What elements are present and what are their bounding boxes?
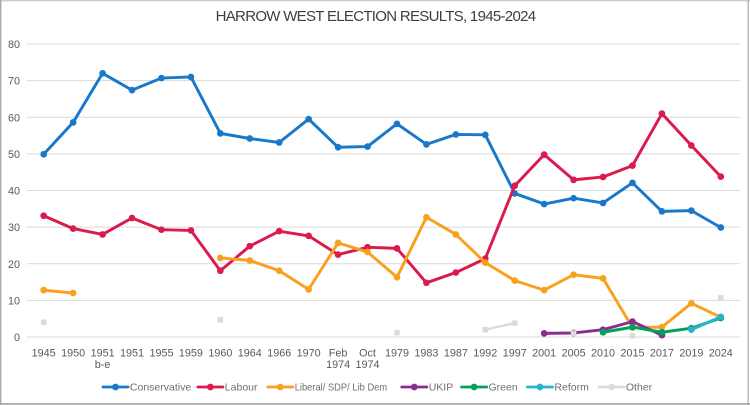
svg-text:Feb: Feb: [329, 347, 348, 359]
svg-text:Labour: Labour: [225, 382, 258, 394]
svg-text:1987: 1987: [444, 347, 468, 359]
svg-text:70: 70: [8, 76, 20, 88]
svg-text:1979: 1979: [385, 347, 409, 359]
svg-text:Reform: Reform: [554, 382, 589, 394]
svg-text:2001: 2001: [532, 347, 556, 359]
svg-text:Oct: Oct: [359, 347, 376, 359]
svg-text:1959: 1959: [179, 347, 203, 359]
svg-text:1974: 1974: [326, 359, 350, 371]
svg-text:1951: 1951: [91, 347, 115, 359]
svg-text:1945: 1945: [32, 347, 56, 359]
svg-text:1992: 1992: [473, 347, 497, 359]
svg-text:20: 20: [8, 259, 20, 271]
svg-text:1950: 1950: [61, 347, 85, 359]
svg-text:2005: 2005: [562, 347, 586, 359]
svg-text:1974: 1974: [356, 359, 380, 371]
svg-text:1951: 1951: [120, 347, 144, 359]
svg-text:2010: 2010: [591, 347, 615, 359]
svg-text:50: 50: [8, 149, 20, 161]
svg-text:60: 60: [8, 112, 20, 124]
svg-text:2024: 2024: [709, 347, 733, 359]
svg-text:1983: 1983: [414, 347, 438, 359]
svg-text:10: 10: [8, 295, 20, 307]
svg-text:40: 40: [8, 186, 20, 198]
svg-text:1970: 1970: [297, 347, 321, 359]
svg-text:1960: 1960: [208, 347, 232, 359]
svg-text:1997: 1997: [503, 347, 527, 359]
svg-text:1955: 1955: [149, 347, 173, 359]
svg-text:1966: 1966: [267, 347, 291, 359]
svg-text:Other: Other: [626, 382, 653, 394]
svg-text:80: 80: [8, 39, 20, 51]
svg-text:1964: 1964: [238, 347, 262, 359]
svg-text:Liberal/ SDP/ Lib Dem: Liberal/ SDP/ Lib Dem: [295, 382, 388, 394]
svg-text:HARROW WEST ELECTION RESULTS,: HARROW WEST ELECTION RESULTS, 1945-2024: [216, 8, 536, 25]
svg-text:2017: 2017: [650, 347, 674, 359]
svg-text:0: 0: [14, 332, 20, 344]
svg-text:Conservative: Conservative: [130, 382, 191, 394]
svg-text:2015: 2015: [620, 347, 644, 359]
svg-text:2019: 2019: [679, 347, 703, 359]
svg-text:Green: Green: [489, 382, 518, 394]
svg-text:UKIP: UKIP: [429, 382, 454, 394]
svg-text:30: 30: [8, 222, 20, 234]
svg-text:b-e: b-e: [95, 359, 111, 371]
